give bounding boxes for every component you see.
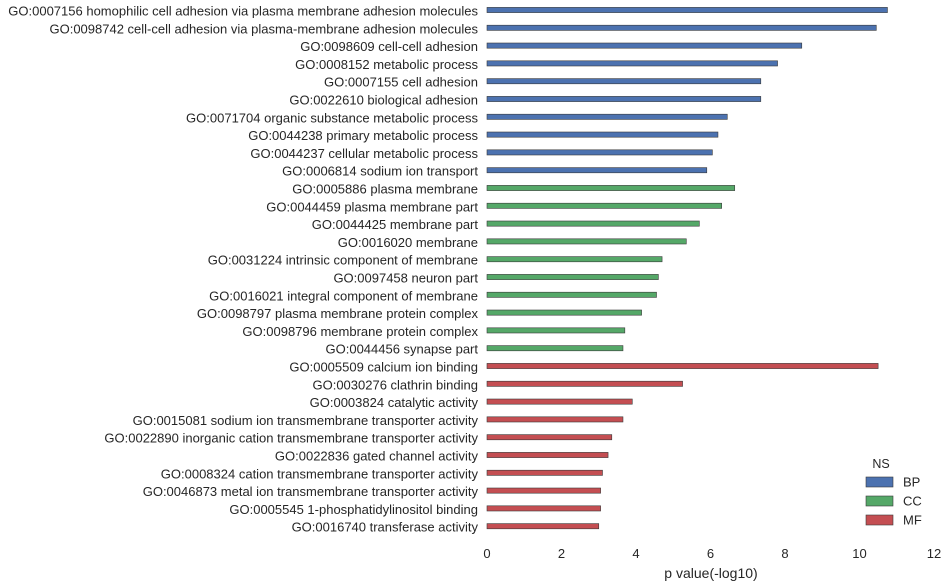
bar-bp [486,42,803,49]
legend-label-bp: BP [903,475,920,490]
legend-swatch-bp [865,476,894,488]
category-label: GO:0022610 biological adhesion [289,93,478,108]
legend: NS BP CC MF [865,457,922,528]
bar-cc [486,220,700,227]
bar-bp [486,78,762,85]
category-label: GO:0016021 integral component of membran… [209,288,478,303]
legend-swatch-mf [865,514,894,526]
bar-cc [486,274,659,280]
category-label: GO:0098609 cell-cell adhesion [300,39,478,54]
category-label: GO:0003824 catalytic activity [310,395,479,410]
category-labels: GO:0007156 homophilic cell adhesion via … [8,4,478,535]
category-label: GO:0015081 sodium ion transmembrane tran… [133,413,479,428]
category-label: GO:0044456 synapse part [326,342,479,357]
category-label: GO:0006814 sodium ion transport [282,164,478,179]
category-label: GO:0022836 gated channel activity [275,449,479,464]
bar-mf [486,380,683,387]
bar-cc [486,309,642,316]
category-label: GO:0097458 neuron part [333,271,478,286]
category-label: GO:0098796 membrane protein complex [242,324,478,339]
legend-label-mf: MF [903,513,922,528]
bar-cc [486,345,624,352]
category-label: GO:0022890 inorganic cation transmembran… [104,431,478,446]
category-label: GO:0008152 metabolic process [295,57,478,72]
category-label: GO:0098797 plasma membrane protein compl… [197,306,479,321]
x-tick-label: 2 [558,546,565,561]
bar-bp [486,113,728,120]
bars [486,7,888,530]
bar-bp [486,7,888,13]
bar-bp [486,167,708,174]
category-label: GO:0016020 membrane [338,235,478,250]
bar-cc [486,327,626,334]
x-tick-label: 0 [483,546,490,561]
bar-cc [486,202,722,209]
category-label: GO:0005509 calcium ion binding [289,360,478,375]
category-label: GO:0005886 plasma membrane [292,182,478,197]
bar-bp [486,131,719,138]
bar-cc [486,291,657,298]
category-label: GO:0007155 cell adhesion [324,75,478,90]
x-axis: 0 2 4 6 8 10 12 [483,546,941,561]
bar-mf [486,469,603,476]
category-label: GO:0007156 homophilic cell adhesion via … [8,4,478,19]
bar-bp [486,60,778,67]
bar-bp [486,96,762,102]
x-tick-label: 6 [707,546,714,561]
x-tick-label: 4 [632,546,639,561]
x-tick-label: 12 [927,546,941,561]
legend-swatch-cc [865,495,894,507]
legend-items: BP CC MF [865,475,922,528]
legend-title: NS [872,457,889,471]
category-label: GO:0005545 1-phosphatidylinositol bindin… [229,502,478,517]
bar-mf [486,487,601,494]
bar-cc [486,256,663,263]
x-tick-label: 8 [781,546,788,561]
category-label: GO:0044238 primary metabolic process [248,128,478,143]
x-axis-label: p value(-log10) [664,565,757,581]
category-label: GO:0044425 membrane part [312,217,479,232]
bar-bp [486,149,713,156]
bar-mf [486,505,601,512]
x-tick-label: 10 [852,546,866,561]
category-label: GO:0071704 organic substance metabolic p… [186,110,478,125]
bar-mf [486,452,609,458]
category-label: GO:0030276 clathrin binding [312,377,478,392]
bar-mf [486,523,600,530]
category-label: GO:0046873 metal ion transmembrane trans… [143,484,479,499]
category-label: GO:0044237 cellular metabolic process [250,146,478,161]
category-label: GO:0044459 plasma membrane part [266,199,478,214]
bar-cc [486,238,687,245]
bar-mf [486,363,879,369]
bar-mf [486,416,624,423]
bar-cc [486,185,736,191]
bar-mf [486,398,633,405]
category-label: GO:0016740 transferase activity [292,520,479,535]
category-label: GO:0031224 intrinsic component of membra… [208,253,478,268]
legend-label-cc: CC [903,494,922,509]
bar-bp [486,24,877,31]
category-label: GO:0008324 cation transmembrane transpor… [161,466,479,481]
bar-mf [486,434,613,441]
category-label: GO:0098742 cell-cell adhesion via plasma… [49,21,478,36]
